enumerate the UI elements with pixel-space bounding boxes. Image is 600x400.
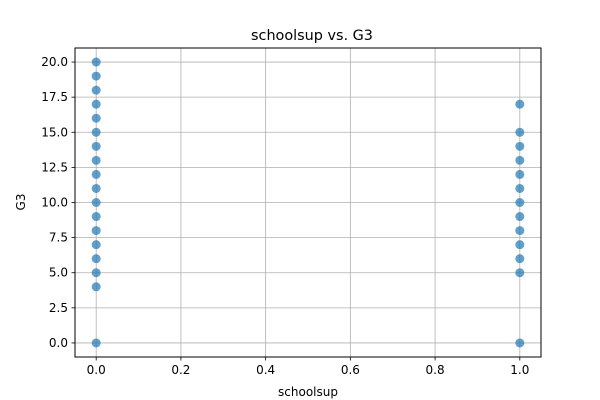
chart-title: schoolsup vs. G3 bbox=[251, 28, 373, 44]
data-point bbox=[515, 169, 525, 179]
y-tick-label: 17.5 bbox=[41, 90, 68, 104]
y-tick-label: 2.5 bbox=[49, 301, 68, 315]
data-point bbox=[91, 141, 101, 151]
y-tick-label: 5.0 bbox=[49, 266, 68, 280]
y-tick-label: 7.5 bbox=[49, 231, 68, 245]
grid-lines bbox=[75, 48, 541, 357]
data-point bbox=[515, 99, 525, 109]
data-point bbox=[91, 282, 101, 292]
y-tick-label: 15.0 bbox=[41, 125, 68, 139]
data-point bbox=[91, 240, 101, 250]
x-axis-ticks: 0.0 0.2 0.4 0.6 0.8 1.0 bbox=[87, 357, 529, 377]
data-point bbox=[91, 254, 101, 264]
data-point bbox=[91, 169, 101, 179]
data-point bbox=[515, 141, 525, 151]
data-point bbox=[515, 127, 525, 137]
data-point bbox=[91, 268, 101, 278]
data-point bbox=[91, 127, 101, 137]
data-point bbox=[91, 71, 101, 81]
data-point bbox=[91, 226, 101, 236]
y-axis-label: G3 bbox=[14, 194, 28, 211]
data-point bbox=[91, 155, 101, 165]
data-point bbox=[515, 155, 525, 165]
x-tick-label: 0.4 bbox=[256, 363, 275, 377]
x-tick-label: 0.2 bbox=[171, 363, 190, 377]
data-point bbox=[91, 338, 101, 348]
x-tick-label: 0.0 bbox=[87, 363, 106, 377]
data-point bbox=[515, 212, 525, 222]
data-point bbox=[91, 113, 101, 123]
data-point bbox=[91, 198, 101, 207]
data-point bbox=[515, 183, 525, 193]
data-point bbox=[515, 268, 525, 278]
data-point bbox=[515, 338, 525, 348]
y-tick-label: 10.0 bbox=[41, 196, 68, 210]
x-axis-label: schoolsup bbox=[278, 385, 338, 399]
x-tick-label: 1.0 bbox=[510, 363, 529, 377]
data-points bbox=[91, 57, 525, 348]
data-point bbox=[91, 57, 101, 67]
data-point bbox=[91, 85, 101, 95]
data-point bbox=[91, 183, 101, 193]
data-point bbox=[515, 254, 525, 264]
y-tick-label: 0.0 bbox=[49, 336, 68, 350]
y-tick-label: 12.5 bbox=[41, 160, 68, 174]
x-tick-label: 0.6 bbox=[341, 363, 360, 377]
y-axis-ticks: 0.0 2.5 5.0 7.5 10.0 12.5 15.0 17.5 20.0 bbox=[41, 55, 75, 350]
data-point bbox=[515, 198, 525, 207]
data-point bbox=[91, 212, 101, 222]
x-tick-label: 0.8 bbox=[426, 363, 445, 377]
data-point bbox=[515, 226, 525, 236]
data-point bbox=[91, 99, 101, 109]
data-point bbox=[515, 240, 525, 250]
y-tick-label: 20.0 bbox=[41, 55, 68, 69]
